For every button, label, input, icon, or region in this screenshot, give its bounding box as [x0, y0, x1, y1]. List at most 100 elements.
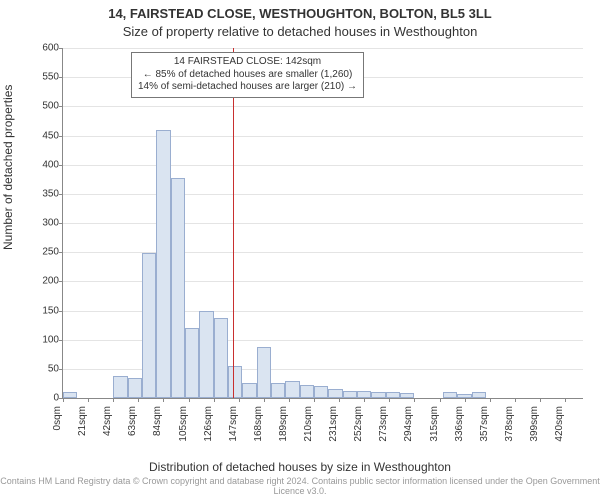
x-tick-label: 336sqm	[454, 406, 465, 442]
histogram-bar	[300, 385, 314, 398]
y-tick-label: 400	[27, 159, 59, 170]
histogram-bar	[185, 328, 199, 398]
x-tick-mark	[364, 398, 365, 402]
x-tick-mark	[440, 398, 441, 402]
y-tick-label: 100	[27, 334, 59, 345]
y-tick-label: 0	[27, 393, 59, 404]
x-tick-label: 105sqm	[178, 406, 189, 442]
x-tick-label: 63sqm	[127, 406, 138, 436]
y-tick-label: 500	[27, 101, 59, 112]
x-tick-label: 168sqm	[253, 406, 264, 442]
grid-line	[63, 223, 583, 224]
x-tick-label: 294sqm	[403, 406, 414, 442]
histogram-bar	[171, 178, 185, 399]
x-tick-mark	[515, 398, 516, 402]
marker-line	[233, 48, 234, 398]
histogram-bar	[128, 378, 142, 398]
histogram-bar	[199, 311, 213, 399]
histogram-bar	[443, 392, 457, 398]
y-axis-label: Number of detached properties	[1, 85, 15, 250]
x-tick-label: 42sqm	[102, 406, 113, 436]
x-tick-mark	[314, 398, 315, 402]
y-tick-mark	[59, 252, 63, 253]
histogram-bar	[472, 392, 486, 398]
x-tick-mark	[264, 398, 265, 402]
y-tick-mark	[59, 106, 63, 107]
x-tick-label: 147sqm	[228, 406, 239, 442]
x-tick-mark	[389, 398, 390, 402]
histogram-bar	[257, 347, 271, 398]
x-tick-mark	[339, 398, 340, 402]
annotation-line1: 14 FAIRSTEAD CLOSE: 142sqm	[138, 56, 357, 69]
y-tick-mark	[59, 48, 63, 49]
histogram-bar	[386, 392, 400, 398]
x-tick-label: 399sqm	[529, 406, 540, 442]
grid-line	[63, 165, 583, 166]
histogram-bar	[314, 386, 328, 398]
x-tick-mark	[465, 398, 466, 402]
x-tick-mark	[189, 398, 190, 402]
x-tick-label: 378sqm	[504, 406, 515, 442]
chart-title: 14, FAIRSTEAD CLOSE, WESTHOUGHTON, BOLTO…	[0, 6, 600, 21]
chart-subtitle: Size of property relative to detached ho…	[0, 24, 600, 39]
x-tick-label: 252sqm	[353, 406, 364, 442]
histogram-bar	[328, 389, 342, 398]
x-tick-label: 210sqm	[303, 406, 314, 442]
x-tick-label: 189sqm	[278, 406, 289, 442]
histogram-bar	[142, 253, 156, 398]
grid-line	[63, 106, 583, 107]
x-tick-mark	[540, 398, 541, 402]
y-tick-label: 50	[27, 363, 59, 374]
x-tick-mark	[214, 398, 215, 402]
x-tick-mark	[565, 398, 566, 402]
x-tick-label: 21sqm	[77, 406, 88, 436]
x-tick-label: 0sqm	[52, 406, 63, 430]
chart-container: 14, FAIRSTEAD CLOSE, WESTHOUGHTON, BOLTO…	[0, 0, 600, 500]
x-tick-mark	[163, 398, 164, 402]
y-tick-mark	[59, 194, 63, 195]
histogram-bar	[371, 392, 385, 398]
y-tick-mark	[59, 136, 63, 137]
y-tick-label: 200	[27, 276, 59, 287]
y-tick-label: 450	[27, 130, 59, 141]
x-tick-label: 273sqm	[378, 406, 389, 442]
x-tick-mark	[113, 398, 114, 402]
histogram-bar	[271, 383, 285, 398]
x-tick-mark	[239, 398, 240, 402]
x-tick-label: 357sqm	[479, 406, 490, 442]
histogram-bar	[63, 392, 77, 398]
histogram-bar	[343, 391, 357, 398]
y-tick-mark	[59, 223, 63, 224]
x-tick-mark	[88, 398, 89, 402]
y-tick-mark	[59, 77, 63, 78]
histogram-bar	[156, 130, 170, 398]
y-tick-label: 350	[27, 188, 59, 199]
y-tick-mark	[59, 369, 63, 370]
histogram-bar	[113, 376, 127, 398]
x-tick-label: 420sqm	[554, 406, 565, 442]
annotation-line3: 14% of semi-detached houses are larger (…	[138, 81, 357, 94]
y-tick-mark	[59, 311, 63, 312]
y-tick-mark	[59, 165, 63, 166]
x-tick-label: 315sqm	[429, 406, 440, 442]
annotation-line2: ← 85% of detached houses are smaller (1,…	[138, 69, 357, 82]
x-tick-label: 84sqm	[152, 406, 163, 436]
grid-line	[63, 194, 583, 195]
annotation-box: 14 FAIRSTEAD CLOSE: 142sqm← 85% of detac…	[131, 52, 364, 98]
x-tick-label: 126sqm	[203, 406, 214, 442]
y-tick-label: 550	[27, 72, 59, 83]
grid-line	[63, 48, 583, 49]
x-tick-mark	[490, 398, 491, 402]
x-tick-mark	[414, 398, 415, 402]
license-text: Contains HM Land Registry data © Crown c…	[0, 476, 600, 496]
x-tick-mark	[63, 398, 64, 402]
y-tick-label: 250	[27, 247, 59, 258]
grid-line	[63, 136, 583, 137]
histogram-bar	[285, 381, 299, 399]
histogram-bar	[214, 318, 228, 399]
x-tick-mark	[138, 398, 139, 402]
y-tick-mark	[59, 340, 63, 341]
y-tick-label: 600	[27, 43, 59, 54]
y-tick-mark	[59, 281, 63, 282]
histogram-bar	[357, 391, 371, 398]
